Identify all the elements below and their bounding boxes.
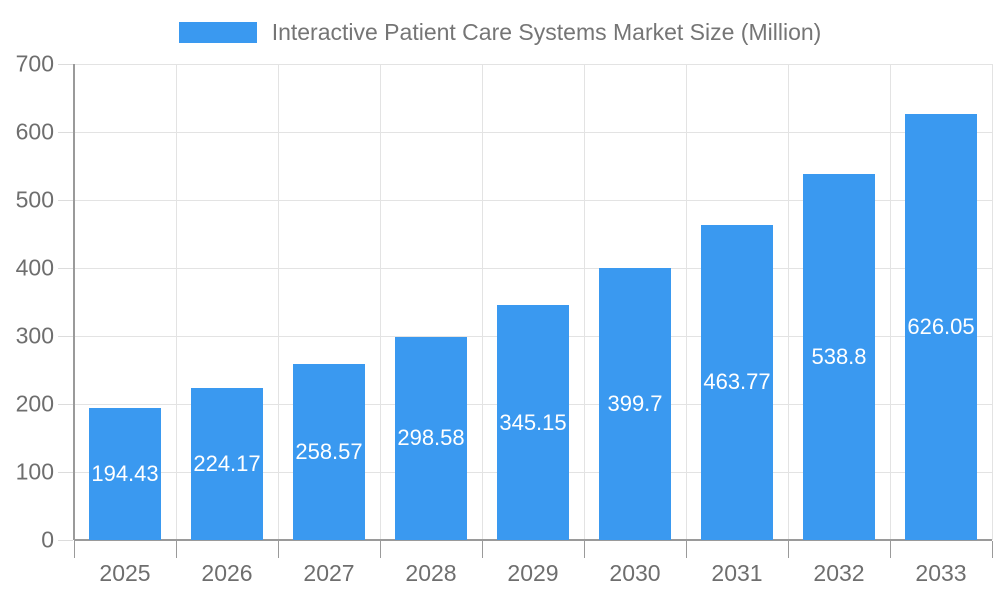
x-axis-tick <box>787 541 789 558</box>
bar-value-label: 538.8 <box>811 343 867 369</box>
v-gridline <box>277 64 279 540</box>
x-tick-label: 2032 <box>813 560 865 586</box>
bar-value-label: 194.43 <box>91 460 159 486</box>
v-gridline <box>481 64 483 540</box>
bar-value-label: 463.77 <box>703 369 771 395</box>
bar-value-label: 399.7 <box>607 391 663 417</box>
x-axis-tick <box>277 541 279 558</box>
bar-2025[interactable]: 194.43 <box>89 407 161 540</box>
x-axis-tick <box>73 541 75 558</box>
v-gridline <box>175 64 177 540</box>
v-gridline <box>991 64 993 540</box>
bar-value-label: 224.17 <box>193 450 261 476</box>
x-tick-label: 2033 <box>915 560 967 586</box>
x-tick-label: 2030 <box>609 560 661 586</box>
x-axis-line <box>74 539 992 541</box>
x-axis-tick <box>175 541 177 558</box>
bar-2030[interactable]: 399.7 <box>599 268 671 540</box>
x-axis-tick <box>685 541 687 558</box>
bar-2031[interactable]: 463.77 <box>701 224 773 540</box>
x-axis-tick <box>991 541 993 558</box>
x-tick-label: 2031 <box>711 560 763 586</box>
v-gridline <box>889 64 891 540</box>
x-tick-label: 2028 <box>405 560 457 586</box>
bar-value-label: 298.58 <box>397 425 465 451</box>
y-axis-tick <box>58 335 73 337</box>
y-tick-label: 500 <box>15 186 54 213</box>
x-axis-tick <box>889 541 891 558</box>
chart-legend[interactable]: Interactive Patient Care Systems Market … <box>0 12 1000 52</box>
bar-2029[interactable]: 345.15 <box>497 305 569 540</box>
y-axis-tick <box>58 539 73 541</box>
y-tick-label: 600 <box>15 118 54 145</box>
h-gridline <box>74 267 992 269</box>
x-tick-label: 2026 <box>201 560 253 586</box>
y-tick-label: 0 <box>41 526 54 553</box>
x-axis-tick <box>379 541 381 558</box>
h-gridline <box>74 199 992 201</box>
y-axis-tick <box>58 63 73 65</box>
x-tick-label: 2029 <box>507 560 559 586</box>
bar-2032[interactable]: 538.8 <box>803 173 875 540</box>
chart-title: Interactive Patient Care Systems Market … <box>271 18 822 45</box>
bar-2033[interactable]: 626.05 <box>905 114 977 540</box>
plot-area: 194.43 224.17 258.57 298.58 345.15 399.7 463.7… <box>16 51 993 586</box>
y-tick-label: 200 <box>15 390 54 417</box>
y-axis-tick <box>58 471 73 473</box>
y-tick-label: 100 <box>15 458 54 485</box>
bar-2027[interactable]: 258.57 <box>293 364 365 540</box>
bar-2026[interactable]: 224.17 <box>191 387 263 540</box>
x-tick-label: 2025 <box>99 560 151 586</box>
v-gridline <box>379 64 381 540</box>
x-axis-tick <box>583 541 585 558</box>
v-gridline <box>685 64 687 540</box>
y-tick-label: 300 <box>15 322 54 349</box>
y-axis-tick <box>58 131 73 133</box>
v-gridline <box>787 64 789 540</box>
y-tick-label: 400 <box>15 254 54 281</box>
h-gridline <box>74 63 992 65</box>
bar-value-label: 345.15 <box>499 409 567 435</box>
y-tick-label: 700 <box>15 50 54 77</box>
x-axis-tick <box>481 541 483 558</box>
h-gridline <box>74 131 992 133</box>
bar-value-label: 626.05 <box>907 314 975 340</box>
legend-swatch[interactable] <box>178 21 257 43</box>
y-axis-tick <box>58 199 73 201</box>
bar-2028[interactable]: 298.58 <box>395 336 467 540</box>
y-axis-tick <box>58 267 73 269</box>
y-axis-line <box>73 64 75 540</box>
v-gridline <box>583 64 585 540</box>
y-axis-tick <box>58 403 73 405</box>
bar-value-label: 258.57 <box>295 439 363 465</box>
x-tick-label: 2027 <box>303 560 355 586</box>
